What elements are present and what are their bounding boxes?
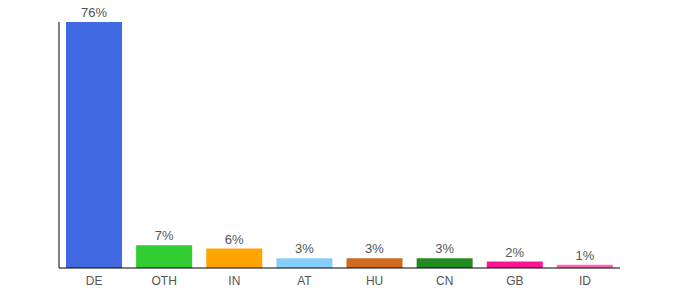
svg-text:IN: IN bbox=[228, 274, 240, 288]
svg-text:3%: 3% bbox=[365, 241, 384, 256]
svg-text:6%: 6% bbox=[225, 232, 244, 247]
svg-text:GB: GB bbox=[506, 274, 523, 288]
svg-text:76%: 76% bbox=[81, 8, 107, 20]
svg-text:2%: 2% bbox=[505, 245, 524, 260]
svg-text:ID: ID bbox=[579, 274, 591, 288]
svg-text:OTH: OTH bbox=[152, 274, 177, 288]
svg-text:HU: HU bbox=[366, 274, 383, 288]
svg-text:7%: 7% bbox=[155, 228, 174, 243]
svg-text:DE: DE bbox=[86, 274, 103, 288]
svg-text:3%: 3% bbox=[295, 241, 314, 256]
svg-text:CN: CN bbox=[436, 274, 453, 288]
svg-text:3%: 3% bbox=[435, 241, 454, 256]
svg-text:1%: 1% bbox=[575, 248, 594, 263]
svg-text:AT: AT bbox=[297, 274, 312, 288]
